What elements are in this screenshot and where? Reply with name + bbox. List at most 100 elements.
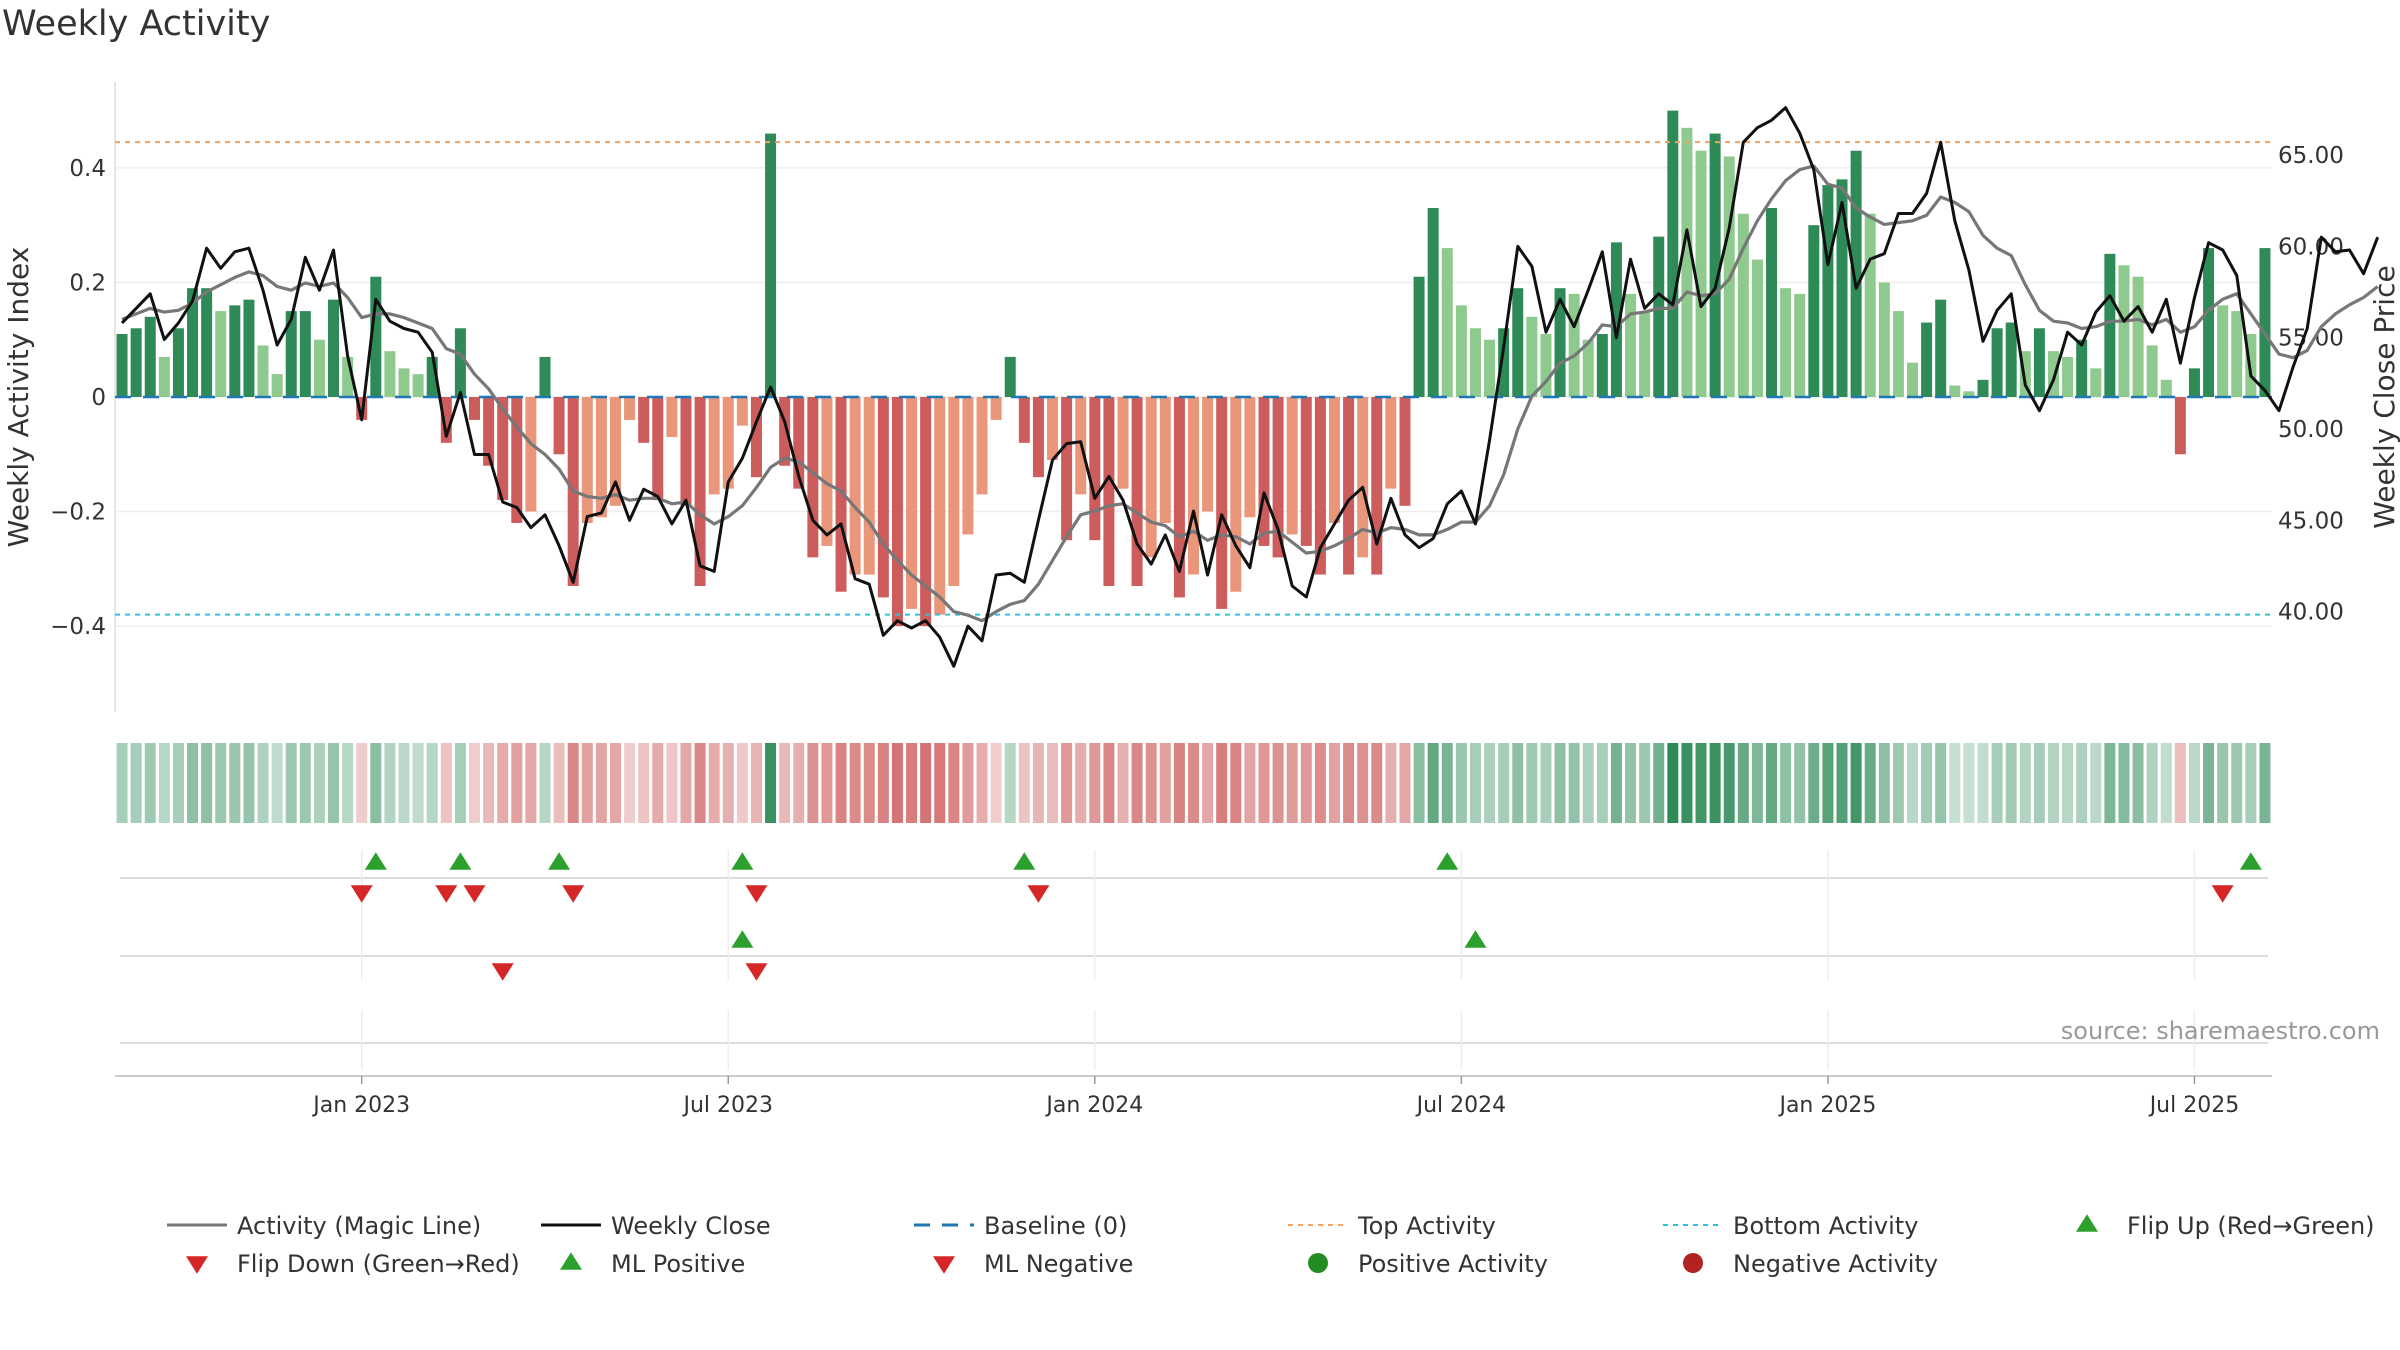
heat-strip-cell bbox=[2174, 743, 2186, 823]
heat-strip-cell bbox=[1300, 743, 1312, 823]
activity-bar bbox=[1526, 316, 1538, 397]
heat-strip-cell bbox=[2033, 743, 2045, 823]
legend-swatch bbox=[933, 1256, 955, 1274]
activity-bar bbox=[1018, 397, 1030, 443]
activity-bar bbox=[412, 374, 424, 397]
activity-bar bbox=[1173, 397, 1185, 598]
activity-bar bbox=[1808, 225, 1820, 397]
heat-strip-cell bbox=[1484, 743, 1496, 823]
heat-strip-cell bbox=[1625, 743, 1637, 823]
activity-bar bbox=[976, 397, 988, 495]
activity-bar bbox=[2217, 305, 2229, 397]
activity-bar bbox=[1300, 397, 1312, 546]
heat-strip-cell bbox=[1173, 743, 1185, 823]
heat-strip-cell bbox=[1244, 743, 1256, 823]
heat-strip-cell bbox=[1145, 743, 1157, 823]
heat-strip-cell bbox=[1117, 743, 1129, 823]
activity-bar bbox=[1159, 397, 1171, 523]
activity-bar bbox=[553, 397, 565, 455]
heat-strip-cell bbox=[2005, 743, 2017, 823]
heat-strip-cell bbox=[1836, 743, 1848, 823]
activity-bar bbox=[736, 397, 748, 426]
heat-strip-cell bbox=[2217, 743, 2229, 823]
heat-strip-cell bbox=[187, 743, 199, 823]
heat-strip-cell bbox=[215, 743, 227, 823]
activity-bar bbox=[2076, 339, 2088, 397]
y2-axis-label: Weekly Close Price bbox=[2368, 265, 2400, 528]
activity-bar bbox=[891, 397, 903, 627]
activity-bar bbox=[1907, 362, 1918, 397]
activity-bar bbox=[398, 368, 410, 397]
activity-bar bbox=[624, 397, 636, 420]
activity-bar bbox=[1286, 397, 1298, 535]
heat-strip-cell bbox=[1455, 743, 1467, 823]
heat-strip-cell bbox=[863, 743, 875, 823]
activity-bar bbox=[172, 328, 184, 397]
heat-strip-cell bbox=[1766, 743, 1778, 823]
activity-bar bbox=[765, 133, 777, 397]
heat-strip-cell bbox=[990, 743, 1002, 823]
heat-strip-cell bbox=[666, 743, 678, 823]
activity-bar bbox=[1667, 110, 1679, 398]
heat-strip-cell bbox=[1568, 743, 1580, 823]
x-tick-label: Jul 2025 bbox=[2148, 1093, 2240, 1118]
flip-down-marker bbox=[435, 885, 458, 903]
heat-strip-cell bbox=[497, 743, 509, 823]
activity-bar bbox=[1131, 397, 1143, 586]
activity-bar bbox=[863, 397, 875, 575]
flip-down-marker bbox=[350, 885, 373, 903]
activity-bar bbox=[934, 397, 946, 615]
heat-strip-cell bbox=[1864, 743, 1876, 823]
heat-strip-cell bbox=[1808, 743, 1820, 823]
y-tick-label: 0.4 bbox=[69, 156, 106, 182]
heat-strip-cell bbox=[652, 743, 664, 823]
heat-strip-cell bbox=[1667, 743, 1679, 823]
activity-bar bbox=[807, 397, 819, 558]
activity-bar bbox=[1878, 282, 1890, 397]
heat-strip-cell bbox=[144, 743, 156, 823]
activity-bar bbox=[1709, 133, 1721, 397]
heat-strip-cell bbox=[891, 743, 903, 823]
legend-label: Flip Down (Green→Red) bbox=[237, 1250, 520, 1278]
activity-bar bbox=[257, 345, 269, 397]
heat-strip-cell bbox=[793, 743, 805, 823]
activity-bar bbox=[370, 276, 382, 397]
flip-up-marker bbox=[2239, 852, 2262, 870]
heat-strip-cell bbox=[1075, 743, 1087, 823]
activity-bar bbox=[1991, 328, 2003, 397]
activity-bar bbox=[1103, 397, 1115, 586]
heat-strip-cell bbox=[2203, 743, 2215, 823]
activity-bar bbox=[1343, 397, 1355, 575]
legend-label: Activity (Magic Line) bbox=[237, 1212, 481, 1240]
heat-strip-cell bbox=[553, 743, 565, 823]
activity-bar bbox=[426, 356, 438, 397]
heat-strip-cell bbox=[539, 743, 551, 823]
x-tick-label: Jan 2023 bbox=[311, 1093, 410, 1118]
heat-strip-cell bbox=[116, 743, 128, 823]
activity-bar bbox=[1004, 356, 1016, 397]
y2-tick-label: 50.00 bbox=[2278, 417, 2344, 443]
activity-bar bbox=[638, 397, 650, 443]
activity-bar bbox=[243, 299, 255, 397]
activity-bar bbox=[158, 356, 170, 397]
heat-strip-cell bbox=[920, 743, 932, 823]
activity-bar bbox=[299, 311, 311, 397]
heat-strip-cell bbox=[1159, 743, 1171, 823]
heat-strip-cell bbox=[426, 743, 438, 823]
legend-swatch bbox=[1683, 1253, 1703, 1273]
heat-strip-cell bbox=[1610, 743, 1622, 823]
heat-strip-cell bbox=[2146, 743, 2158, 823]
ml-positive-marker bbox=[1464, 930, 1487, 948]
activity-bar bbox=[1089, 397, 1101, 541]
y2-tick-label: 45.00 bbox=[2278, 508, 2344, 534]
activity-bar bbox=[694, 397, 706, 586]
heat-strip-cell bbox=[1596, 743, 1608, 823]
heat-strip-cell bbox=[1949, 743, 1961, 823]
activity-bar bbox=[116, 334, 128, 397]
activity-bar bbox=[2005, 322, 2017, 397]
activity-bar bbox=[1695, 150, 1707, 397]
activity-bar bbox=[1498, 328, 1510, 397]
heat-strip-cell bbox=[1469, 743, 1481, 823]
legend-label: ML Negative bbox=[984, 1250, 1133, 1278]
activity-bar bbox=[1822, 185, 1834, 397]
